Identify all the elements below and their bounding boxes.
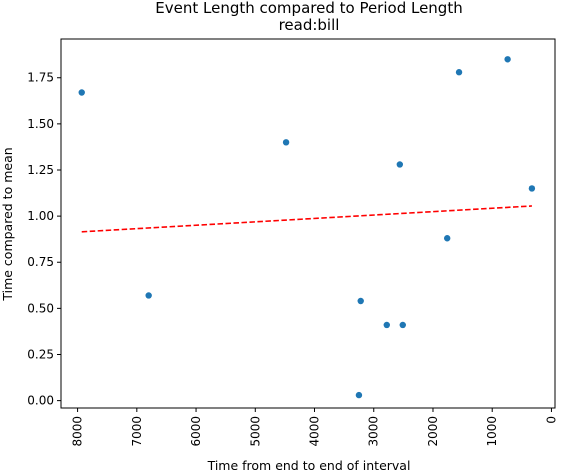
y-tick-label: 0.00 [27, 394, 54, 408]
data-point [145, 292, 152, 299]
trendline [81, 205, 532, 233]
plot-area: 0.00 0.25 0.50 0.75 1.00 1.25 1.50 1.75 8000 7000… [27, 38, 558, 447]
x-tick-label: 6000 [189, 416, 203, 447]
x-tick-label: 1000 [485, 416, 499, 447]
y-tick-label: 0.75 [27, 255, 54, 269]
x-tick-label: 3000 [367, 416, 381, 447]
data-point [383, 321, 390, 329]
y-tick-label: 1.25 [27, 163, 54, 177]
x-tick-label: 7000 [130, 416, 144, 447]
chart-title: Event Length compared to Period Length [155, 0, 462, 17]
data-point [396, 161, 404, 168]
y-tick-label: 0.25 [27, 347, 54, 361]
chart-subtitle: read:bill [279, 16, 340, 34]
x-tick-label: 8000 [71, 416, 85, 447]
data-point [504, 56, 511, 63]
x-tick-label: 4000 [308, 416, 322, 447]
data-point [399, 321, 406, 329]
data-point [355, 391, 363, 399]
x-tick-label: 2000 [426, 416, 440, 447]
y-axis-label: Time compared to mean [0, 147, 15, 301]
data-point [282, 139, 290, 146]
data-point [357, 297, 364, 305]
y-tick-label: 1.50 [27, 117, 54, 131]
x-tick-label: 5000 [248, 416, 262, 447]
data-point [528, 185, 536, 192]
data-point [78, 89, 85, 96]
x-axis-label: Time from end to end of interval [207, 458, 411, 473]
x-tick-label: 0 [544, 416, 558, 424]
plot-frame [60, 38, 556, 409]
y-tick-label: 0.50 [27, 301, 54, 315]
data-point [455, 69, 463, 76]
data-point [443, 235, 451, 242]
y-tick-label: 1.75 [27, 71, 54, 85]
y-tick-label: 1.00 [27, 209, 54, 223]
